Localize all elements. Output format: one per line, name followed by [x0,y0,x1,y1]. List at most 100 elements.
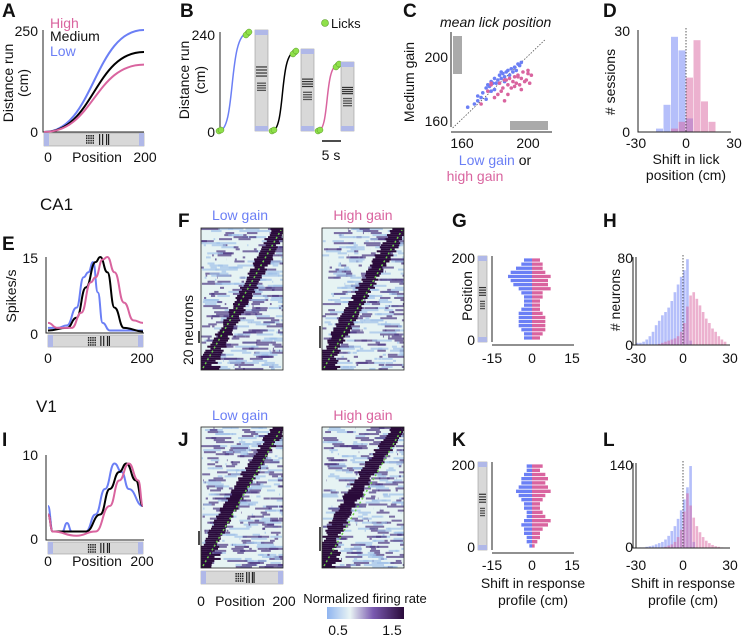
heatmap-cell [212,325,214,327]
heatmap-cell [371,232,382,234]
heatmap-cell [278,564,283,566]
heatmap-cell [332,506,333,508]
bar [532,544,535,547]
track-pattern [90,337,91,339]
heatmap-cell [266,548,283,550]
heatmap-cell [203,449,221,451]
track-icon [510,121,548,130]
heatmap-cell [369,538,371,540]
heatmap-cell [373,441,382,443]
heatmap-cell [362,329,363,331]
heatmap-cell [264,522,281,524]
heatmap-cell [255,508,270,510]
heatmap-cell [256,342,276,344]
heatmap-peak [219,514,234,516]
heatmap-peak [212,526,227,528]
track-icon [255,30,268,131]
heatmap-cell [267,325,283,327]
heatmap-cell [266,506,278,508]
track-stripe [342,91,353,92]
heatmap-cell [389,493,404,495]
heatmap-cell [355,437,369,439]
heatmap-cell [201,240,214,242]
heatmap-cell [261,512,267,514]
heatmap-peak [201,554,220,556]
bar [532,540,537,543]
heatmap-peak [385,437,399,439]
heatmap-cell [339,459,344,461]
heatmap-peak [237,299,249,301]
heatmap-cell [385,271,386,273]
heatmap-cell [270,366,281,368]
scatter-point [508,73,512,77]
heatmap-cell [239,538,240,540]
scatter-point [481,91,485,95]
track-pattern [257,83,266,84]
heatmap-cell [271,297,283,299]
heatmap-peak [208,534,222,536]
heatmap-cell [389,305,390,307]
heatmap-cell [236,469,245,471]
heatmap-cell [264,498,270,500]
heatmap-cell [372,540,376,542]
heatmap-peak [333,327,352,329]
heatmap-peak [365,461,384,463]
heatmap-cell [207,457,218,459]
track-pattern [86,142,87,144]
y-tick: 80 [617,250,633,266]
heatmap-cell [396,489,398,491]
heatmap-cell [398,485,404,487]
heatmap-cell [367,536,387,538]
track-pattern [86,140,87,142]
heatmap-cell [347,445,367,447]
heatmap-peak [322,550,338,552]
heatmap-cell [354,562,369,564]
heatmap-cell [402,346,404,348]
x-axis-label: position (cm) [646,167,726,183]
heatmap-cell [377,512,390,514]
heatmap-peak [372,267,383,269]
heatmap-peak [322,354,338,356]
heatmap-cell [322,493,337,495]
heatmap-peak [329,522,348,524]
heatmap-cell [347,431,353,433]
heatmap-peak [220,329,233,331]
y-axis-label: # neurons [607,269,623,331]
panel-j-plot [201,427,404,584]
heatmap-cell [378,558,387,560]
panel-label-l: L [603,430,615,451]
heatmap-cell [397,342,399,344]
heatmap-peak [223,506,238,508]
heatmap-cell [384,309,393,311]
track-pattern [90,339,91,341]
track-pattern [88,546,89,548]
x-tick: -30 [626,557,646,573]
heatmap-cell [272,364,274,366]
heatmap-cell [383,354,386,356]
panel-b-plot [216,29,354,134]
histogram-bar [709,122,716,132]
heatmap-cell [204,504,212,506]
heatmap-cell [364,564,384,566]
heatmap-cell [279,350,280,352]
heatmap-cell [214,327,223,329]
heatmap-cell [393,360,396,362]
heatmap-cell [278,457,283,459]
heatmap-cell [376,342,380,344]
heatmap-cell [218,331,219,333]
track-icon [44,133,144,146]
heatmap-cell [348,352,352,354]
heatmap-cell [356,522,358,524]
heatmap-cell [242,429,250,431]
heatmap-cell [346,471,353,473]
heatmap-cell [278,329,280,331]
heatmap-cell [234,451,247,453]
heatmap-peak [264,441,275,443]
heatmap-peak [254,258,273,260]
heatmap-cell [354,244,358,246]
heatmap-peak [332,520,346,522]
heatmap-peak [331,333,348,335]
heatmap-cell [337,271,342,273]
track-pattern [303,94,312,95]
heatmap-peak [253,262,271,264]
